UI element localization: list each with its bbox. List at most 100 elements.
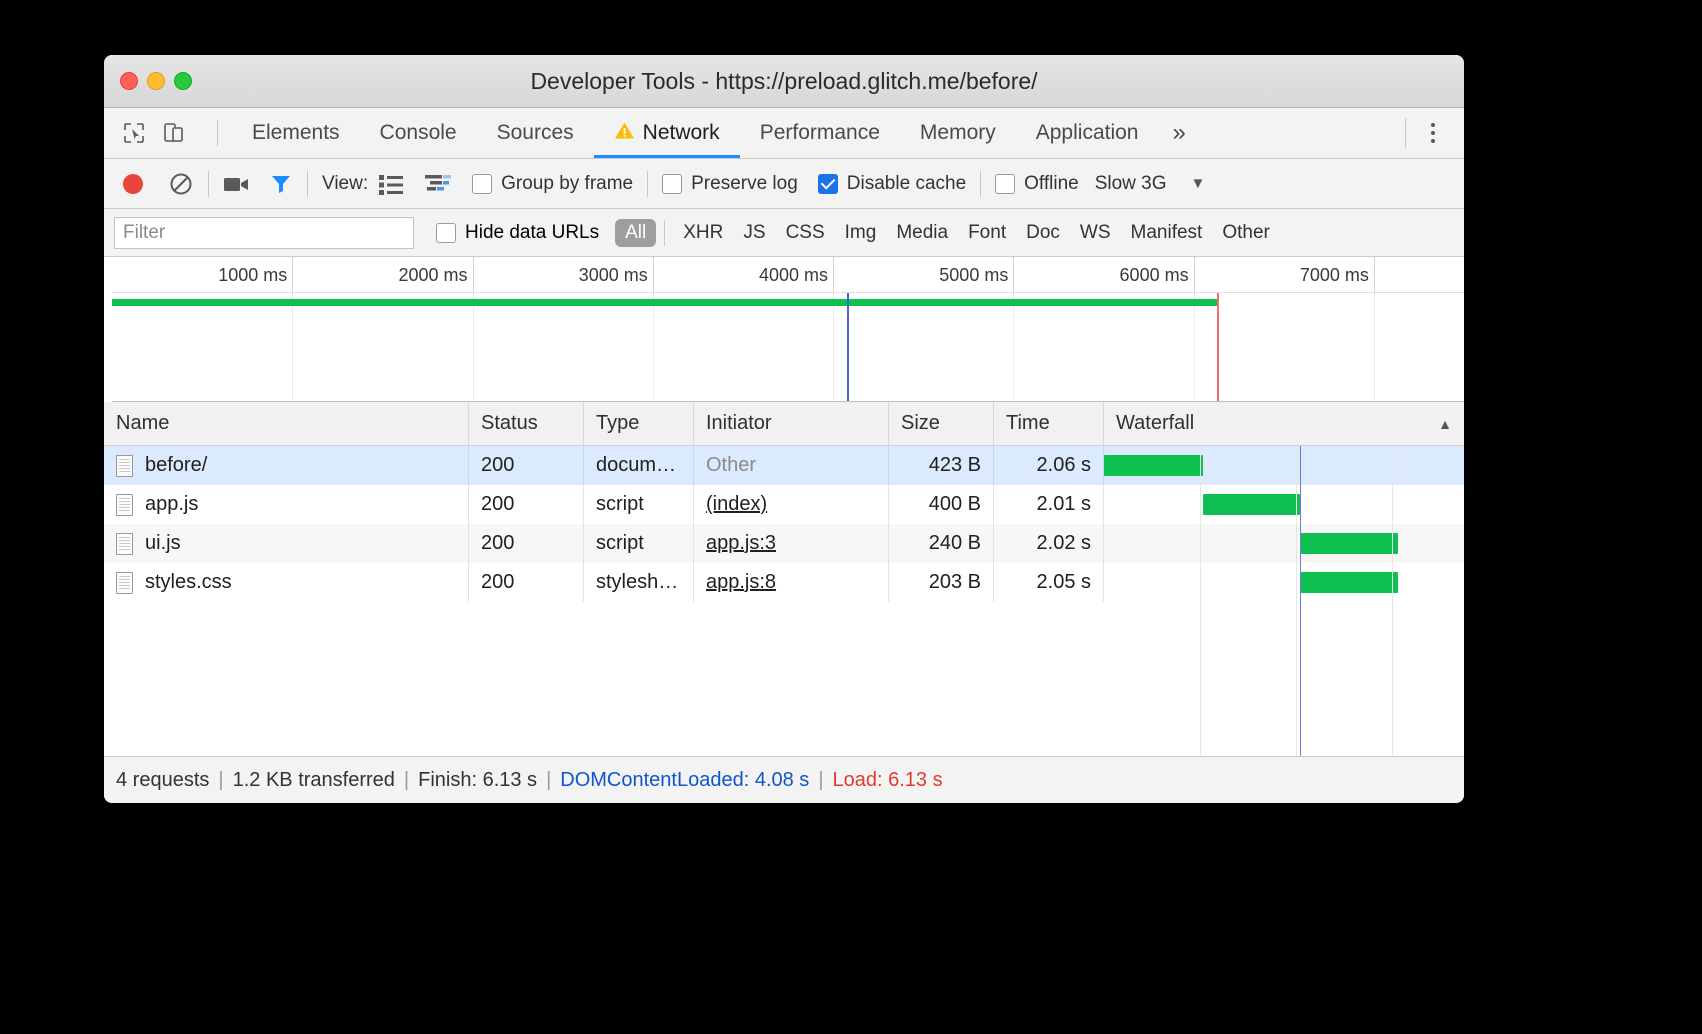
filter-type-all[interactable]: All xyxy=(615,218,657,247)
dom-content-loaded-time: DOMContentLoaded: 4.08 s xyxy=(560,768,810,791)
tab-network[interactable]: Network xyxy=(593,108,740,158)
filter-input[interactable] xyxy=(114,216,414,249)
cell-name[interactable]: styles.css xyxy=(104,563,469,602)
cell-name[interactable]: app.js xyxy=(104,485,469,524)
toolbar-divider-2 xyxy=(307,170,308,197)
resource-name: styles.css xyxy=(145,571,232,593)
document-icon xyxy=(116,532,133,555)
table-row[interactable]: before/200 docum… Other 423 B 2.06 s xyxy=(104,446,1464,485)
offline-checkbox[interactable]: Offline xyxy=(995,173,1079,195)
cell-initiator[interactable]: app.js:8 xyxy=(694,563,889,602)
cell-status-text: 200 xyxy=(481,571,515,593)
table-row[interactable]: app.js 200 script (index) 400 B 2.01 s xyxy=(104,485,1464,524)
tab-memory[interactable]: Memory xyxy=(900,108,1016,158)
tab-bar-tools xyxy=(104,120,222,146)
document-icon xyxy=(116,493,133,516)
overview-gridline xyxy=(1373,293,1375,401)
table-row[interactable]: styles.css 200 stylesh… app.js:8 203 B 2.05 s xyxy=(104,563,1464,602)
kebab-menu-icon[interactable] xyxy=(1416,116,1450,150)
column-header-waterfall-label: Waterfall xyxy=(1116,412,1195,434)
waterfall-bar xyxy=(1300,533,1399,554)
tab-sources-label: Sources xyxy=(496,121,574,144)
close-window-button[interactable] xyxy=(120,72,138,90)
cell-waterfall[interactable] xyxy=(1104,485,1464,524)
table-row[interactable]: ui.js 200 script app.js:3 240 B 2.02 s xyxy=(104,524,1464,563)
cell-waterfall[interactable] xyxy=(1104,563,1464,602)
cell-waterfall[interactable] xyxy=(1104,446,1464,485)
device-toolbar-icon[interactable] xyxy=(161,120,187,146)
filter-type-other[interactable]: Other xyxy=(1222,221,1270,243)
cell-initiator-text[interactable]: (index) xyxy=(706,493,768,515)
filter-type-font[interactable]: Font xyxy=(968,221,1007,243)
cell-status: 200 xyxy=(469,446,584,485)
record-button-icon[interactable] xyxy=(120,171,146,197)
cell-type: docum… xyxy=(584,446,694,485)
timeline-tick-label: 4000 ms xyxy=(759,265,829,285)
cell-waterfall[interactable] xyxy=(1104,524,1464,563)
sort-ascending-icon[interactable]: ▲ xyxy=(1438,415,1452,432)
minimize-window-button[interactable] xyxy=(147,72,165,90)
tab-performance[interactable]: Performance xyxy=(740,108,900,158)
screenshot-camera-icon[interactable] xyxy=(223,172,251,196)
column-header-initiator[interactable]: Initiator xyxy=(694,402,889,445)
cell-initiator[interactable]: (index) xyxy=(694,485,889,524)
column-header-time[interactable]: Time xyxy=(994,402,1104,445)
preserve-log-checkbox[interactable]: Preserve log xyxy=(662,173,798,195)
cell-initiator-text[interactable]: app.js:8 xyxy=(706,571,777,593)
offline-checkbox-box[interactable] xyxy=(995,173,1016,194)
group-by-frame-checkbox-box[interactable] xyxy=(472,173,493,194)
table-header-row: Name Status Type Initiator Size Time Wat… xyxy=(104,402,1464,446)
inspect-element-icon[interactable] xyxy=(121,120,147,146)
network-overview-timeline[interactable]: 1000 ms 2000 ms 3000 ms 4000 ms 5000 ms 6000 … xyxy=(112,257,1464,402)
timeline-tick-label: 3000 ms xyxy=(578,265,648,285)
filter-type-doc[interactable]: Doc xyxy=(1026,221,1060,243)
toolbar-divider-3 xyxy=(647,170,649,197)
transferred-size: 1.2 KB transferred xyxy=(232,768,395,791)
cell-type-text: docum… xyxy=(596,454,677,476)
filter-type-js[interactable]: JS xyxy=(743,221,766,243)
overview-gridline xyxy=(1193,293,1195,401)
filter-type-img[interactable]: Img xyxy=(844,221,877,243)
more-tabs-icon[interactable]: » xyxy=(1172,119,1186,146)
chevron-down-icon[interactable]: ▼ xyxy=(1190,175,1206,192)
filter-type-css[interactable]: CSS xyxy=(785,221,825,243)
column-header-size[interactable]: Size xyxy=(889,402,994,445)
list-view-icon[interactable] xyxy=(378,173,404,195)
tab-bar-right-divider xyxy=(1405,118,1406,148)
preserve-log-checkbox-box[interactable] xyxy=(662,173,683,194)
column-header-status[interactable]: Status xyxy=(469,402,584,445)
filter-type-ws[interactable]: WS xyxy=(1079,221,1111,243)
tab-console[interactable]: Console xyxy=(360,108,477,158)
timeline-tick: 1000 ms xyxy=(218,257,294,293)
cell-name[interactable]: before/ xyxy=(104,446,469,485)
tab-application[interactable]: Application xyxy=(1016,108,1159,158)
tab-elements[interactable]: Elements xyxy=(232,108,360,158)
column-header-waterfall[interactable]: Waterfall ▲ xyxy=(1104,402,1464,445)
hide-data-urls-checkbox[interactable]: Hide data URLs xyxy=(436,222,599,244)
load-time: Load: 6.13 s xyxy=(832,768,943,791)
tab-sources[interactable]: Sources xyxy=(477,108,594,158)
cell-status: 200 xyxy=(469,563,584,602)
column-header-type[interactable]: Type xyxy=(584,402,694,445)
filter-type-xhr[interactable]: XHR xyxy=(683,221,724,243)
request-count: 4 requests xyxy=(116,768,210,791)
column-header-name[interactable]: Name xyxy=(104,402,469,445)
disable-cache-checkbox-box[interactable] xyxy=(817,173,838,194)
filter-funnel-icon[interactable] xyxy=(269,172,293,196)
cell-initiator-text[interactable]: app.js:3 xyxy=(706,532,777,554)
hide-data-urls-checkbox-box[interactable] xyxy=(436,222,456,243)
waterfall-view-icon[interactable] xyxy=(424,173,452,195)
cell-initiator[interactable]: app.js:3 xyxy=(694,524,889,563)
tab-bar-divider xyxy=(217,120,218,146)
disable-cache-checkbox[interactable]: Disable cache xyxy=(817,173,966,195)
filter-type-media[interactable]: Media xyxy=(896,221,949,243)
clear-icon[interactable] xyxy=(168,171,194,197)
throttling-select[interactable]: Slow 3G xyxy=(1094,172,1167,194)
maximize-window-button[interactable] xyxy=(174,72,192,90)
tab-elements-label: Elements xyxy=(252,121,340,144)
cell-initiator-text: Other xyxy=(706,454,757,476)
cell-name[interactable]: ui.js xyxy=(104,524,469,563)
group-by-frame-checkbox[interactable]: Group by frame xyxy=(472,173,633,195)
filter-type-manifest[interactable]: Manifest xyxy=(1130,221,1203,243)
document-icon xyxy=(116,454,133,477)
